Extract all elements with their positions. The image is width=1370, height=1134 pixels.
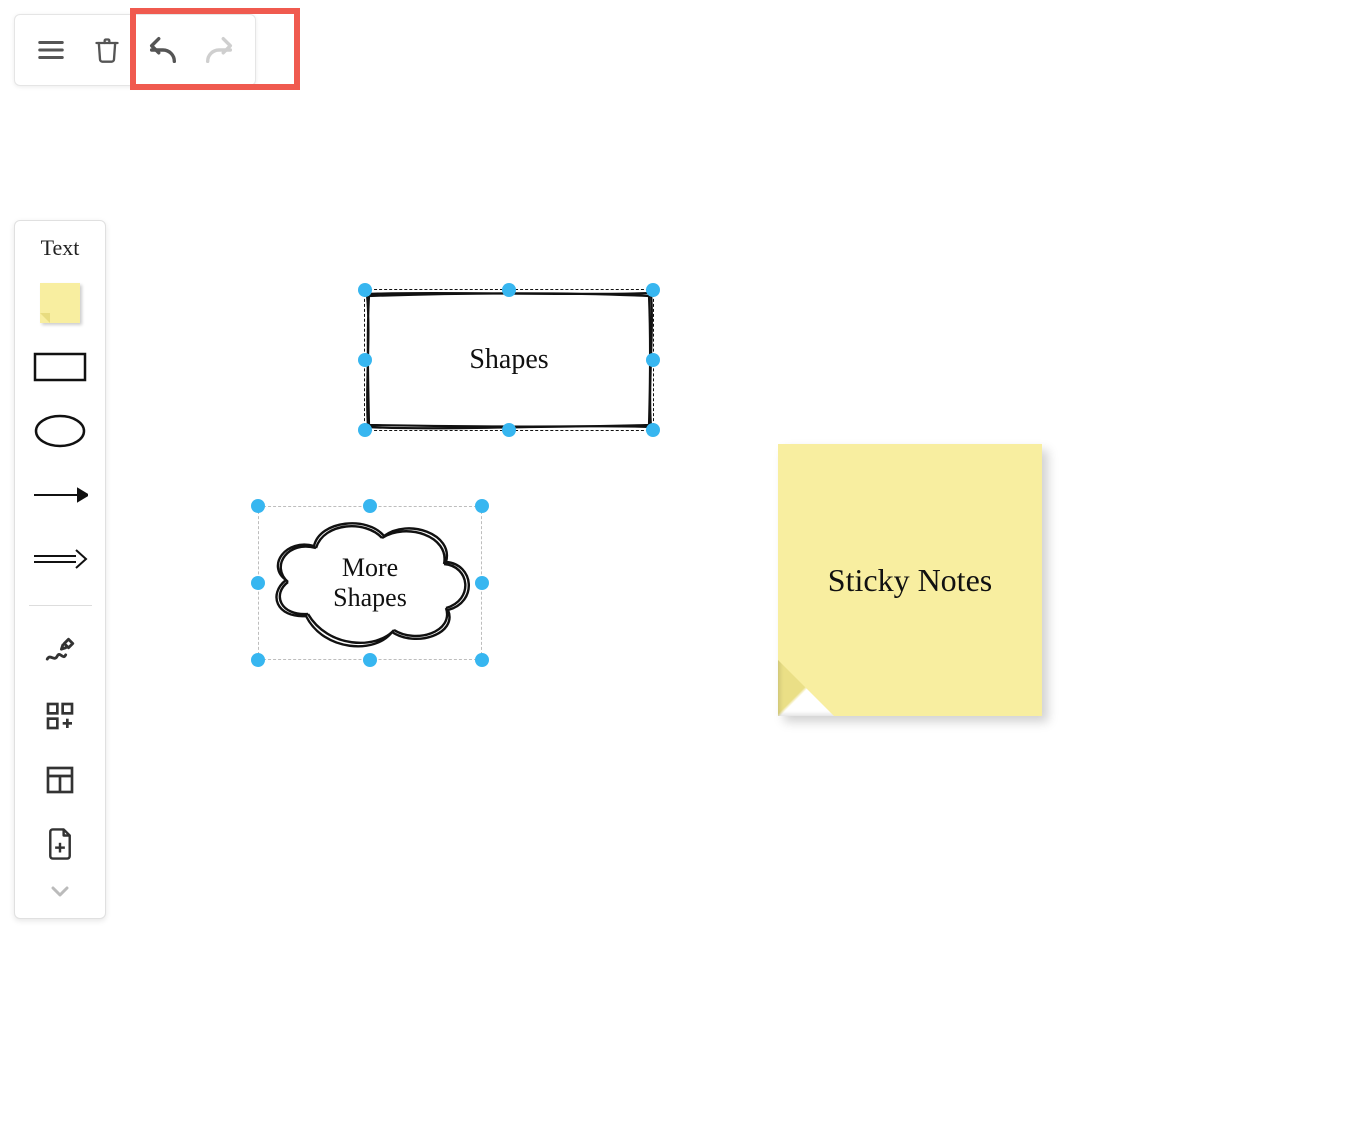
- selection-handle[interactable]: [502, 283, 516, 297]
- selection-handle[interactable]: [251, 653, 265, 667]
- selection-handle[interactable]: [251, 499, 265, 513]
- canvas[interactable]: Shapes More Shapes Sticky Notes: [0, 0, 1370, 1134]
- selection-handle[interactable]: [358, 423, 372, 437]
- sticky-note-label: Sticky Notes: [778, 444, 1042, 716]
- canvas-shape-rectangle[interactable]: Shapes: [365, 290, 653, 430]
- selection-handle[interactable]: [475, 499, 489, 513]
- canvas-sticky-note[interactable]: Sticky Notes: [778, 444, 1042, 716]
- selection-handle[interactable]: [646, 353, 660, 367]
- selection-handle[interactable]: [358, 353, 372, 367]
- selection-handle[interactable]: [363, 653, 377, 667]
- selection-handle[interactable]: [646, 423, 660, 437]
- selection-handle[interactable]: [502, 423, 516, 437]
- selection-handle[interactable]: [646, 283, 660, 297]
- sketch-rectangle-path: [365, 290, 653, 430]
- cloud-path: [258, 506, 482, 660]
- selection-handle[interactable]: [475, 653, 489, 667]
- selection-handle[interactable]: [251, 576, 265, 590]
- canvas-shape-cloud[interactable]: More Shapes: [258, 506, 482, 660]
- selection-handle[interactable]: [475, 576, 489, 590]
- selection-handle[interactable]: [358, 283, 372, 297]
- selection-handle[interactable]: [363, 499, 377, 513]
